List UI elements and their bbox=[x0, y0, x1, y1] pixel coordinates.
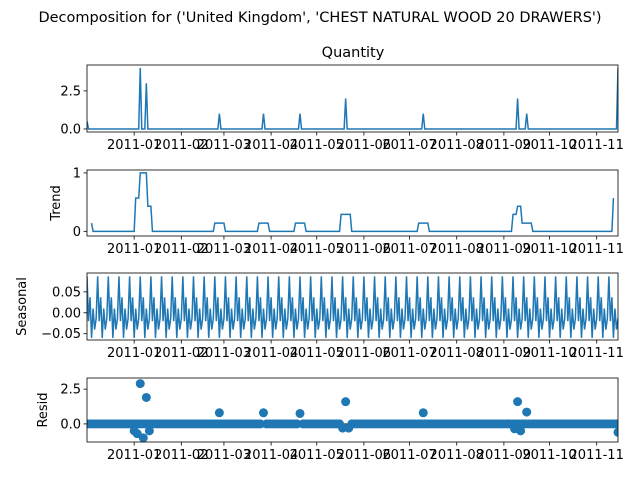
y-tick-label: 0.00 bbox=[52, 306, 81, 321]
series-line-quantity bbox=[87, 68, 618, 130]
x-tick-label: 2011-03 bbox=[197, 242, 251, 257]
resid-point bbox=[141, 392, 151, 402]
x-tick-label: 2011-05 bbox=[290, 138, 344, 153]
x-tick-label: 2011-08 bbox=[430, 448, 484, 463]
x-tick-label: 2011-09 bbox=[477, 346, 531, 361]
x-tick-label: 2011-10 bbox=[522, 138, 576, 153]
subplot-title-quantity: Quantity bbox=[322, 45, 385, 61]
x-tick-label: 2011-09 bbox=[477, 138, 531, 153]
x-tick-label: 2011-02 bbox=[154, 448, 208, 463]
x-tick-label: 2011-06 bbox=[337, 448, 391, 463]
x-tick-label: 2011-08 bbox=[430, 346, 484, 361]
x-tick-label: 2011-10 bbox=[522, 346, 576, 361]
resid-point bbox=[341, 397, 351, 407]
x-tick-label: 2011-04 bbox=[244, 242, 298, 257]
resid-point bbox=[214, 408, 224, 418]
y-tick-label: 0 bbox=[73, 225, 81, 240]
series-line-seasonal bbox=[87, 276, 618, 338]
x-tick-label: 2011-11 bbox=[570, 448, 624, 463]
x-tick-label: 2011-01 bbox=[107, 346, 161, 361]
x-tick-label: 2011-01 bbox=[107, 448, 161, 463]
x-tick-label: 2011-02 bbox=[154, 346, 208, 361]
series-line-trend bbox=[90, 172, 615, 233]
x-tick-label: 2011-05 bbox=[290, 346, 344, 361]
x-tick-label: 2011-07 bbox=[382, 448, 436, 463]
x-tick-label: 2011-01 bbox=[107, 138, 161, 153]
x-tick-label: 2011-03 bbox=[197, 346, 251, 361]
y-tick-label: 1 bbox=[73, 166, 81, 181]
x-tick-label: 2011-09 bbox=[477, 242, 531, 257]
resid-point bbox=[613, 427, 618, 437]
panel-resid: 0.02.52011-012011-022011-032011-042011-0… bbox=[36, 377, 624, 463]
x-tick-label: 2011-02 bbox=[154, 138, 208, 153]
x-tick-label: 2011-03 bbox=[197, 448, 251, 463]
x-tick-label: 2011-04 bbox=[244, 448, 298, 463]
x-tick-label: 2011-04 bbox=[244, 138, 298, 153]
y-tick-label: −0.05 bbox=[41, 327, 81, 342]
resid-point bbox=[513, 397, 523, 407]
x-tick-label: 2011-07 bbox=[382, 242, 436, 257]
x-tick-label: 2011-05 bbox=[290, 448, 344, 463]
x-tick-label: 2011-03 bbox=[197, 138, 251, 153]
plot-area bbox=[90, 172, 615, 233]
y-tick-label: 0.05 bbox=[52, 285, 81, 300]
panel-seasonal: −0.050.000.052011-012011-022011-032011-0… bbox=[15, 272, 624, 361]
y-axis-label: Seasonal bbox=[15, 277, 30, 336]
y-axis-label: Resid bbox=[36, 392, 51, 427]
axes-frame bbox=[86, 64, 619, 133]
x-tick-label: 2011-08 bbox=[430, 138, 484, 153]
x-tick-label: 2011-02 bbox=[154, 242, 208, 257]
plot-area bbox=[87, 276, 618, 338]
y-tick-label: 2.5 bbox=[60, 383, 81, 398]
resid-point bbox=[135, 379, 145, 389]
resid-point bbox=[344, 423, 354, 433]
x-tick-label: 2011-11 bbox=[570, 346, 624, 361]
panel-trend: 012011-012011-022011-032011-042011-05201… bbox=[49, 166, 624, 257]
resid-point bbox=[516, 426, 526, 436]
resid-point bbox=[295, 408, 305, 418]
x-tick-label: 2011-01 bbox=[107, 242, 161, 257]
axes-frame bbox=[86, 272, 619, 341]
y-axis-label: Trend bbox=[49, 185, 64, 222]
x-tick-label: 2011-06 bbox=[337, 346, 391, 361]
axes-frame bbox=[86, 169, 619, 237]
x-tick-label: 2011-06 bbox=[337, 138, 391, 153]
resid-point bbox=[138, 433, 148, 442]
x-tick-label: 2011-10 bbox=[522, 242, 576, 257]
resid-point bbox=[522, 407, 532, 417]
y-tick-label: 0.0 bbox=[60, 122, 81, 137]
y-tick-label: 2.5 bbox=[60, 84, 81, 99]
x-tick-label: 2011-04 bbox=[244, 346, 298, 361]
axes-frame bbox=[86, 377, 619, 443]
figure-title: Decomposition for ('United Kingdom', 'CH… bbox=[38, 10, 601, 26]
resid-point bbox=[258, 408, 268, 418]
x-tick-label: 2011-07 bbox=[382, 138, 436, 153]
x-tick-label: 2011-05 bbox=[290, 242, 344, 257]
x-tick-label: 2011-06 bbox=[337, 242, 391, 257]
x-tick-label: 2011-10 bbox=[522, 448, 576, 463]
x-tick-label: 2011-07 bbox=[382, 346, 436, 361]
x-tick-label: 2011-08 bbox=[430, 242, 484, 257]
y-tick-label: 0.0 bbox=[60, 417, 81, 432]
panel-quantity: 0.02.52011-012011-022011-032011-042011-0… bbox=[60, 64, 624, 153]
resid-point bbox=[144, 426, 154, 436]
plot-area bbox=[87, 68, 618, 130]
x-tick-label: 2011-11 bbox=[570, 242, 624, 257]
resid-point bbox=[611, 419, 618, 429]
x-tick-label: 2011-09 bbox=[477, 448, 531, 463]
x-tick-label: 2011-11 bbox=[570, 138, 624, 153]
plot-area bbox=[87, 379, 618, 442]
resid-point bbox=[418, 408, 428, 418]
